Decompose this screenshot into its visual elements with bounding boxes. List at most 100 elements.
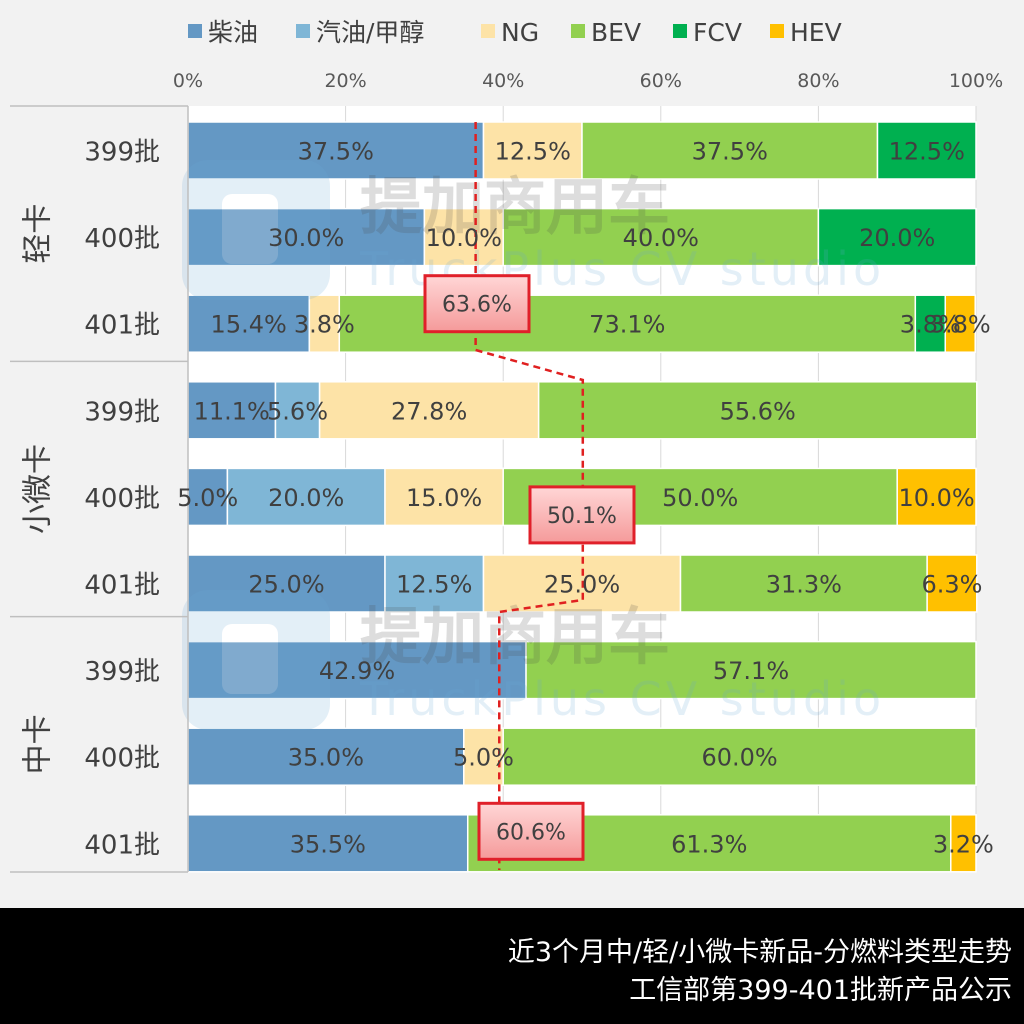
row-label: 400批 bbox=[84, 484, 160, 514]
data-label: 25.0% bbox=[248, 571, 324, 599]
data-label: 20.0% bbox=[859, 224, 935, 252]
data-label: 15.0% bbox=[406, 484, 482, 512]
data-label: 5.0% bbox=[453, 744, 514, 772]
data-label: 3.2% bbox=[933, 830, 994, 858]
watermark-logo bbox=[182, 590, 330, 730]
row-label: 401批 bbox=[84, 311, 160, 341]
data-label: 3.8% bbox=[900, 311, 961, 339]
bar-segment bbox=[679, 554, 928, 613]
callout-box bbox=[528, 485, 636, 545]
legend-entry: BEV bbox=[591, 18, 641, 47]
row-label: 401批 bbox=[84, 830, 160, 860]
data-label: 50.0% bbox=[662, 484, 738, 512]
watermark-logo bbox=[182, 160, 330, 300]
legend-swatch bbox=[188, 24, 202, 38]
x-tick-label: 100% bbox=[949, 70, 1003, 92]
bar-segment bbox=[384, 554, 485, 613]
footer-line-1: 近3个月中/轻/小微卡新品-分燃料类型走势 bbox=[507, 937, 1012, 968]
row-label: 401批 bbox=[84, 571, 160, 601]
data-label: 37.5% bbox=[692, 138, 768, 166]
bar-segment bbox=[187, 814, 469, 873]
bar-segment bbox=[581, 121, 879, 180]
bar-segment bbox=[502, 727, 977, 786]
data-label: 27.8% bbox=[391, 397, 467, 425]
x-tick-label: 40% bbox=[482, 70, 524, 92]
data-label: 60.0% bbox=[701, 744, 777, 772]
row-label: 399批 bbox=[84, 138, 160, 168]
callout-value: 63.6% bbox=[442, 293, 512, 318]
data-label: 12.5% bbox=[495, 138, 571, 166]
bar-segment bbox=[226, 467, 386, 527]
data-label: 10.0% bbox=[898, 484, 974, 512]
legend-swatch bbox=[770, 24, 784, 38]
watermark-en: TruckPlus CV studio bbox=[359, 672, 885, 726]
data-label: 20.0% bbox=[268, 484, 344, 512]
legend-swatch bbox=[673, 24, 687, 38]
data-label: 35.5% bbox=[290, 830, 366, 858]
x-tick-label: 60% bbox=[640, 70, 682, 92]
data-label: 15.4% bbox=[211, 311, 287, 339]
bar-segment bbox=[482, 121, 583, 180]
bar-segment bbox=[187, 554, 386, 613]
callout-box bbox=[477, 801, 585, 861]
legend-swatch bbox=[571, 24, 585, 38]
data-label: 11.1% bbox=[194, 397, 270, 425]
group-label: 小微卡 bbox=[21, 444, 56, 534]
row-label: 400批 bbox=[84, 744, 160, 774]
watermark-logo-inner bbox=[222, 194, 278, 264]
row-label: 400批 bbox=[84, 224, 160, 254]
data-label: 25.0% bbox=[544, 571, 620, 599]
bar-segment bbox=[308, 294, 341, 353]
data-label: 37.5% bbox=[298, 138, 374, 166]
bar-segment bbox=[817, 207, 977, 267]
footer-line-2: 工信部第399-401批新产品公示 bbox=[629, 975, 1012, 1006]
data-label: 40.0% bbox=[623, 224, 699, 252]
bar-segment bbox=[274, 381, 321, 440]
footer-caption: 近3个月中/轻/小微卡新品-分燃料类型走势 工信部第399-401批新产品公示 bbox=[0, 908, 1024, 1024]
data-label: 31.3% bbox=[766, 571, 842, 599]
bar-segment bbox=[502, 207, 820, 267]
data-label: 3.8% bbox=[930, 311, 991, 339]
row-label: 399批 bbox=[84, 657, 160, 687]
legend-entry: 汽油/甲醇 bbox=[316, 18, 424, 47]
data-label: 30.0% bbox=[268, 224, 344, 252]
callout-value: 50.1% bbox=[547, 504, 617, 529]
bar-segment bbox=[950, 814, 977, 873]
data-label: 73.1% bbox=[589, 311, 665, 339]
data-label: 3.8% bbox=[294, 311, 355, 339]
group-label: 轻卡 bbox=[21, 204, 56, 264]
data-label: 42.9% bbox=[319, 657, 395, 685]
bar-segment bbox=[537, 381, 978, 440]
legend-entry: NG bbox=[501, 18, 539, 47]
data-label: 61.3% bbox=[671, 830, 747, 858]
data-label: 6.3% bbox=[921, 571, 982, 599]
bar-segment bbox=[318, 381, 540, 440]
callout-box bbox=[423, 274, 531, 334]
bar-segment bbox=[926, 554, 978, 613]
bar-segment bbox=[187, 467, 229, 527]
data-label: 12.5% bbox=[396, 571, 472, 599]
callout-value: 60.6% bbox=[496, 820, 566, 845]
data-label: 5.6% bbox=[267, 397, 328, 425]
legend-swatch bbox=[481, 24, 495, 38]
x-tick-label: 80% bbox=[797, 70, 839, 92]
x-tick-label: 20% bbox=[324, 70, 366, 92]
bar-segment bbox=[423, 207, 504, 267]
bar-segment bbox=[187, 207, 426, 267]
data-label: 12.5% bbox=[889, 138, 965, 166]
data-label: 35.0% bbox=[288, 744, 364, 772]
x-tick-label: 0% bbox=[173, 70, 203, 92]
bar-segment bbox=[944, 294, 976, 353]
data-label: 57.1% bbox=[713, 657, 789, 685]
row-label: 399批 bbox=[84, 397, 160, 427]
legend-entry: HEV bbox=[790, 18, 842, 47]
data-label: 5.0% bbox=[177, 484, 238, 512]
data-label: 10.0% bbox=[426, 224, 502, 252]
bar-segment bbox=[525, 640, 977, 700]
watermark-cn: 提加商用车 bbox=[360, 170, 670, 243]
group-label: 中卡 bbox=[21, 714, 56, 774]
legend-entry: FCV bbox=[693, 18, 742, 47]
bar-segment bbox=[896, 467, 977, 527]
legend-swatch bbox=[296, 24, 310, 38]
